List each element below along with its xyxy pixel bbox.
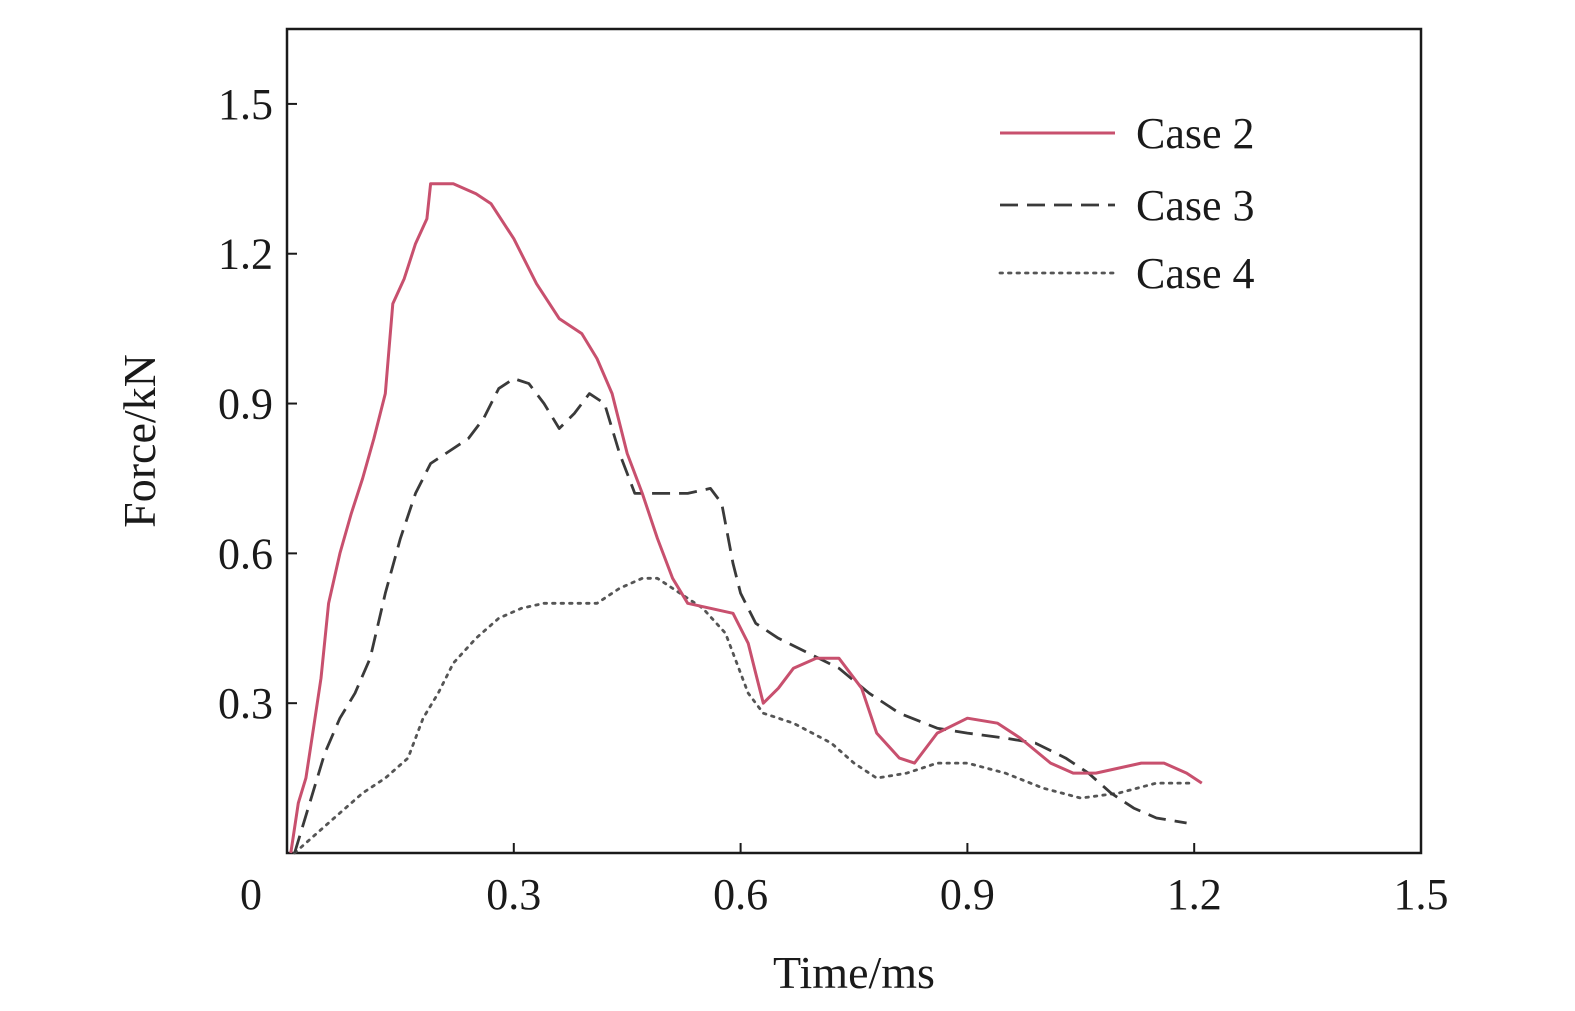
x-tick-label: 0 xyxy=(240,870,262,919)
series-line-case-2 xyxy=(289,182,1203,854)
plot-frame xyxy=(285,27,1423,855)
x-axis-ticks: 0 0.3 0.6 0.9 1.2 1.5 xyxy=(240,843,1449,919)
y-axis-ticks: 0.3 0.6 0.9 1.2 1.5 xyxy=(218,80,297,728)
y-axis-title: Force/kN xyxy=(114,354,165,528)
y-tick-label: 0.3 xyxy=(218,679,273,728)
x-tick-label: 1.2 xyxy=(1167,870,1222,919)
x-tick-label: 0.9 xyxy=(940,870,995,919)
series-line-case-4 xyxy=(293,576,1196,855)
y-tick-label: 0.6 xyxy=(218,529,273,578)
y-tick-label: 1.2 xyxy=(218,230,273,279)
series-lines xyxy=(289,182,1203,855)
x-axis-title: Time/ms xyxy=(773,947,935,998)
x-tick-label: 0.3 xyxy=(486,870,541,919)
legend-label-case-3: Case 3 xyxy=(1136,181,1255,230)
y-tick-label: 0.9 xyxy=(218,380,273,429)
y-tick-label: 1.5 xyxy=(218,80,273,129)
legend-label-case-2: Case 2 xyxy=(1136,109,1255,158)
series-line-case-3 xyxy=(293,377,1187,854)
x-tick-label: 1.5 xyxy=(1394,870,1449,919)
x-tick-label: 0.6 xyxy=(713,870,768,919)
legend: Case 2 Case 3 Case 4 xyxy=(998,109,1255,298)
legend-label-case-4: Case 4 xyxy=(1136,249,1255,298)
